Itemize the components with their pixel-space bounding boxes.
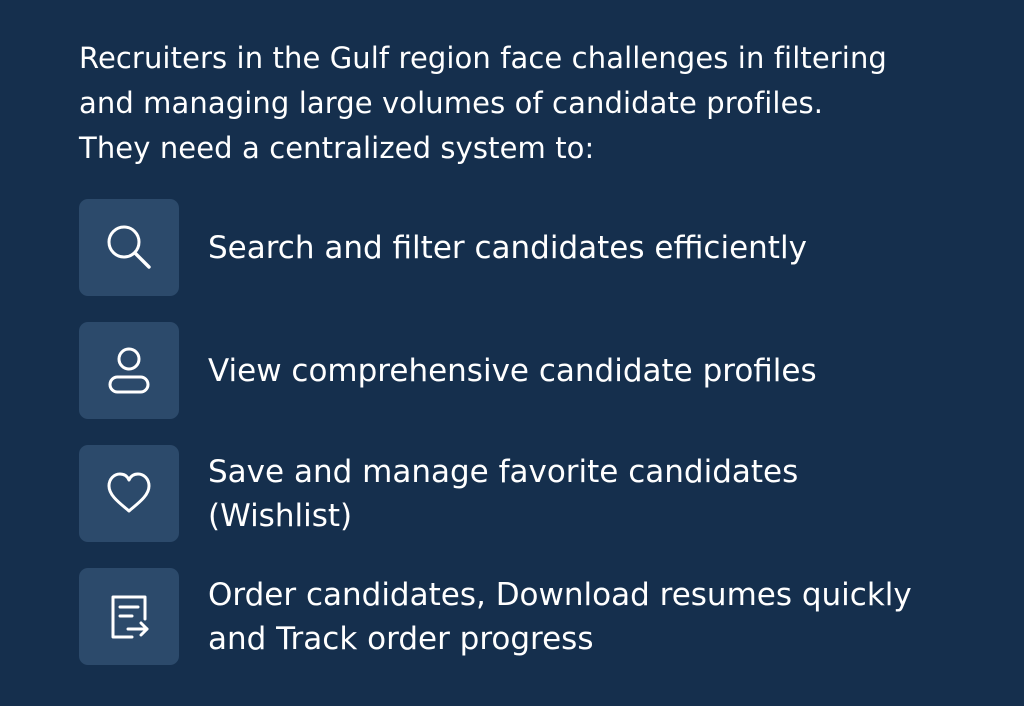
feature-label: View comprehensive candidate profiles — [208, 349, 968, 393]
feature-icon-tile — [79, 322, 179, 419]
feature-label-line: and Track order progress — [208, 620, 594, 657]
user-icon — [108, 347, 150, 393]
intro-text: Recruiters in the Gulf region face chall… — [79, 36, 979, 171]
feature-profiles: View comprehensive candidate profiles — [79, 322, 979, 419]
feature-label: Save and manage favorite candidates (Wis… — [208, 450, 968, 538]
feature-label-line: View comprehensive candidate profiles — [208, 352, 817, 389]
feature-icon-tile — [79, 445, 179, 542]
intro-line: and managing large volumes of candidate … — [79, 86, 824, 120]
feature-label-line: Save and manage favorite candidates — [208, 453, 799, 490]
intro-line: Recruiters in the Gulf region face chall… — [79, 41, 887, 75]
feature-label: Search and filter candidates efficiently — [208, 226, 968, 270]
intro-line: They need a centralized system to: — [79, 131, 595, 165]
feature-label-line: Order candidates, Download resumes quick… — [208, 576, 912, 613]
feature-label-line: (Wishlist) — [208, 497, 353, 534]
feature-search: Search and filter candidates efficiently — [79, 199, 979, 296]
feature-wishlist: Save and manage favorite candidates (Wis… — [79, 445, 979, 542]
document-export-icon — [111, 595, 149, 638]
feature-icon-tile — [79, 199, 179, 296]
heart-icon — [107, 472, 151, 512]
feature-icon-tile — [79, 568, 179, 665]
feature-orders: Order candidates, Download resumes quick… — [79, 568, 979, 665]
search-icon — [107, 225, 151, 269]
feature-label-line: Search and filter candidates efficiently — [208, 229, 807, 266]
feature-label: Order candidates, Download resumes quick… — [208, 573, 968, 661]
